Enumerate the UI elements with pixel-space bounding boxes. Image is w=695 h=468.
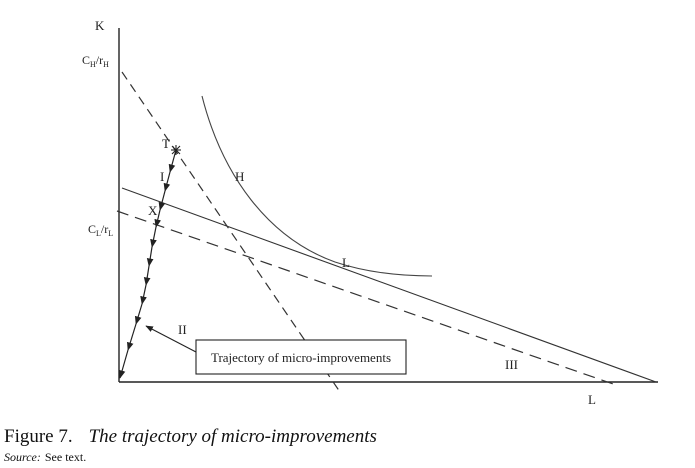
figure-title: The trajectory of micro-improvements <box>88 426 377 447</box>
callout-leader <box>145 325 197 353</box>
line-III-label: III <box>505 357 518 372</box>
point-L-label: L <box>342 255 350 270</box>
source-text: See text. <box>44 450 87 464</box>
point-T-marker <box>171 145 181 155</box>
line-II-label: II <box>178 322 187 337</box>
trajectory-arrows <box>118 149 177 379</box>
ytick-cl-rl: CL/rL <box>88 222 113 238</box>
isocost-solid <box>121 187 657 383</box>
figure-source: Source: See text. <box>4 450 86 465</box>
y-axis-label: K <box>95 18 105 33</box>
micro-improvement-diagram: K L CH/rH CL/rL T X L H I II III <box>82 18 658 407</box>
callout-box <box>195 339 407 375</box>
curve-H-label: H <box>235 169 244 184</box>
figure-caption: Figure 7. The trajectory of micro-improve… <box>4 426 377 448</box>
x-axis-label: L <box>588 392 596 407</box>
callout-text: Trajectory of micro-improvements <box>211 350 391 365</box>
isoquant-H <box>201 95 433 277</box>
line-I-label: I <box>160 169 164 184</box>
figure-number: Figure 7. <box>4 426 73 447</box>
point-T-label: T <box>162 136 170 151</box>
ytick-ch-rh: CH/rH <box>82 53 109 69</box>
isocost-high-dashed <box>121 71 341 393</box>
source-label: Source: <box>4 450 41 464</box>
point-X-label: X <box>148 203 158 218</box>
isocost-III-dashed <box>116 210 617 386</box>
